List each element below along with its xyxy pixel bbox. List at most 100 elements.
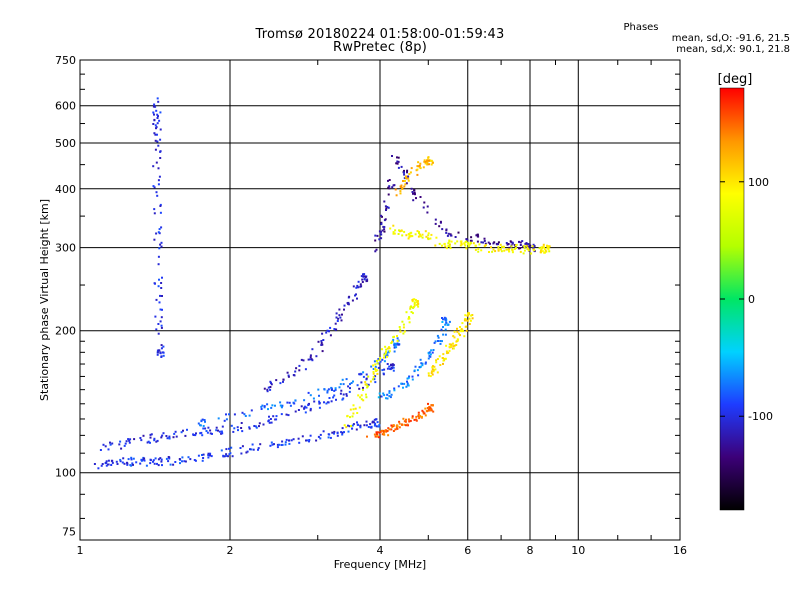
data-point: [403, 382, 406, 385]
data-point: [393, 335, 395, 338]
data-point: [97, 467, 100, 470]
data-point: [100, 464, 103, 467]
data-point: [257, 448, 259, 451]
data-point: [392, 231, 395, 234]
data-point: [545, 250, 548, 253]
data-point: [351, 424, 354, 427]
data-point: [375, 432, 378, 435]
data-point: [448, 239, 451, 242]
data-point: [225, 418, 228, 421]
data-point: [107, 459, 110, 462]
data-point: [181, 460, 183, 463]
data-point: [153, 208, 156, 211]
data-point: [376, 362, 379, 365]
data-point: [436, 334, 439, 337]
data-point: [412, 199, 415, 202]
data-point: [392, 366, 395, 369]
data-point: [376, 434, 379, 437]
data-point: [444, 328, 447, 331]
data-point: [349, 408, 352, 411]
data-point: [414, 365, 417, 368]
data-point: [443, 357, 446, 360]
data-point: [411, 416, 414, 419]
data-point: [413, 418, 416, 421]
data-point: [399, 192, 402, 195]
data-point: [310, 358, 313, 361]
data-point: [127, 458, 130, 461]
data-point: [361, 281, 364, 283]
data-point: [275, 379, 278, 382]
data-point: [461, 322, 464, 325]
data-point: [415, 197, 417, 200]
data-point: [140, 458, 143, 461]
data-point: [470, 239, 473, 242]
data-point: [519, 250, 522, 253]
data-point: [448, 349, 451, 352]
data-point: [392, 232, 395, 235]
data-point: [280, 406, 283, 409]
data-point: [392, 363, 395, 366]
data-point: [154, 139, 157, 142]
data-point: [145, 464, 148, 467]
data-point: [131, 462, 134, 465]
data-point: [523, 245, 526, 248]
data-point: [480, 241, 483, 244]
data-point: [444, 333, 447, 336]
data-point: [225, 413, 227, 416]
data-point: [149, 436, 152, 439]
data-point: [325, 402, 328, 405]
data-point: [375, 418, 377, 421]
data-point: [437, 336, 440, 339]
data-point: [417, 411, 420, 414]
y-axis-label: Stationary phase Virtual Height [km]: [38, 199, 51, 401]
data-point: [384, 345, 387, 348]
data-point: [160, 460, 163, 463]
data-point: [228, 453, 231, 456]
data-point: [133, 438, 136, 441]
data-point: [252, 448, 255, 451]
data-point: [147, 440, 150, 443]
data-point: [392, 184, 395, 187]
data-point: [421, 236, 424, 239]
data-point: [209, 429, 212, 432]
data-point: [343, 424, 346, 427]
data-point: [228, 447, 230, 450]
data-point: [483, 245, 486, 248]
data-point: [156, 462, 158, 465]
data-point: [323, 401, 325, 404]
data-point: [273, 443, 275, 446]
data-point: [437, 340, 439, 342]
data-point: [357, 423, 359, 426]
data-point: [406, 380, 408, 383]
data-point: [406, 377, 409, 380]
data-point: [352, 408, 355, 411]
data-point: [439, 364, 442, 366]
data-point: [179, 462, 181, 465]
data-point: [406, 169, 409, 172]
data-point: [93, 463, 96, 465]
data-point: [341, 433, 344, 436]
data-point: [356, 384, 359, 387]
data-point: [168, 457, 171, 460]
data-point: [317, 435, 320, 438]
data-point: [424, 160, 427, 163]
data-point: [294, 399, 297, 402]
data-point: [384, 429, 387, 432]
data-point: [157, 464, 160, 467]
data-point: [307, 358, 310, 361]
data-point: [374, 381, 377, 384]
data-point: [211, 432, 213, 435]
data-point: [388, 347, 391, 350]
data-point: [364, 383, 367, 386]
data-point: [408, 420, 411, 423]
data-point: [385, 430, 388, 433]
data-point: [343, 308, 345, 311]
data-point: [347, 385, 350, 388]
data-point: [309, 394, 312, 397]
data-point: [379, 357, 382, 359]
data-point: [375, 425, 378, 428]
data-point: [335, 398, 337, 401]
data-point: [329, 334, 332, 337]
data-point: [408, 375, 411, 378]
data-point: [389, 396, 392, 399]
